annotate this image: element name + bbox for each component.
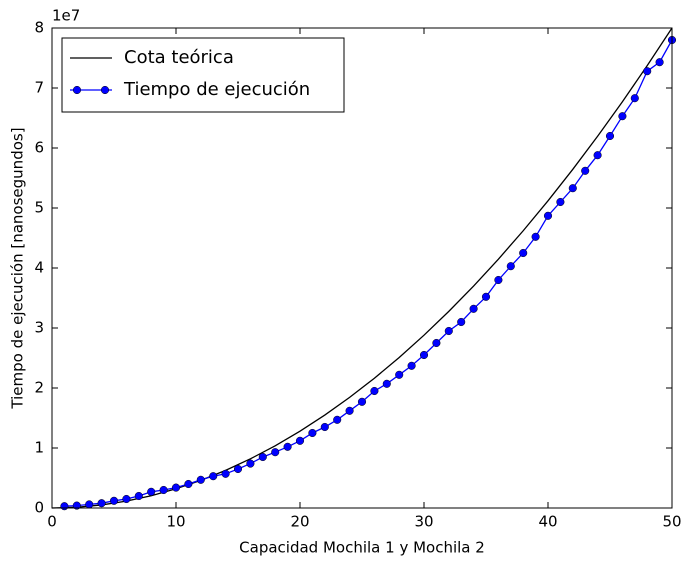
data-point (320, 422, 329, 432)
plot-frame (51, 27, 673, 509)
data-point (581, 166, 590, 175)
data-point (395, 370, 404, 379)
data-point (432, 338, 441, 348)
data-point (233, 464, 243, 474)
data-point (593, 151, 602, 160)
series-line (51, 27, 673, 509)
data-point (655, 58, 664, 67)
legend-label: Cota teórica (124, 47, 234, 68)
data-point (85, 500, 94, 509)
data-point (147, 487, 156, 496)
data-point (419, 350, 429, 360)
data-point (159, 485, 168, 495)
data-point (630, 94, 639, 103)
data-point (308, 428, 317, 438)
data-point (333, 415, 342, 424)
x-axis-label: Capacidad Mochila 1 y Mochila 2 (239, 539, 485, 557)
legend-box (61, 37, 345, 113)
x-tick-label: 30 (414, 513, 433, 531)
y-tick-label: 2 (34, 379, 44, 397)
data-point (122, 494, 131, 504)
data-point (295, 436, 305, 445)
data-point (543, 211, 553, 220)
data-point (568, 184, 577, 193)
y-offset-label: 1e7 (52, 7, 80, 25)
data-point (109, 496, 119, 505)
data-point (345, 406, 354, 415)
data-point (643, 67, 652, 76)
data-point (618, 112, 627, 121)
legend-label: Tiempo de ejecución (123, 79, 310, 100)
y-axis-label: Tiempo de ejecución [nanosegundos] (9, 127, 27, 409)
data-point (469, 304, 478, 313)
data-point (97, 499, 106, 508)
legend-marker (100, 85, 110, 95)
data-point (494, 275, 503, 285)
x-tick-label: 10 (166, 513, 185, 531)
data-point (605, 131, 615, 141)
data-point (209, 472, 218, 481)
data-point (531, 232, 540, 241)
data-point (60, 502, 69, 511)
data-point (407, 361, 416, 370)
data-point (357, 397, 367, 406)
y-tick-label: 5 (34, 199, 44, 217)
data-point (556, 197, 565, 207)
y-tick-label: 0 (34, 499, 44, 517)
y-tick-label: 8 (34, 19, 44, 37)
x-tick-label: 40 (538, 513, 557, 531)
x-tick-label: 0 (47, 513, 57, 531)
data-point (184, 479, 193, 489)
data-point (519, 248, 528, 258)
data-point (370, 386, 379, 396)
y-tick-label: 6 (34, 139, 44, 157)
data-point (457, 317, 466, 327)
data-point (444, 326, 453, 336)
data-point (481, 292, 491, 301)
legend-marker (72, 85, 82, 95)
data-point (283, 442, 292, 451)
y-tick-label: 3 (34, 319, 44, 337)
y-tick-label: 1 (34, 439, 44, 457)
data-point (271, 448, 280, 457)
data-point (196, 475, 205, 484)
data-point (221, 469, 230, 478)
x-tick-label: 20 (290, 513, 309, 531)
data-point (246, 459, 255, 468)
data-point (506, 262, 515, 271)
data-point (171, 483, 181, 492)
data-point (382, 379, 391, 388)
data-point (134, 491, 143, 501)
data-point (258, 452, 267, 462)
y-tick-label: 4 (34, 259, 44, 277)
y-tick-label: 7 (34, 79, 44, 97)
x-tick-label: 50 (662, 513, 681, 531)
